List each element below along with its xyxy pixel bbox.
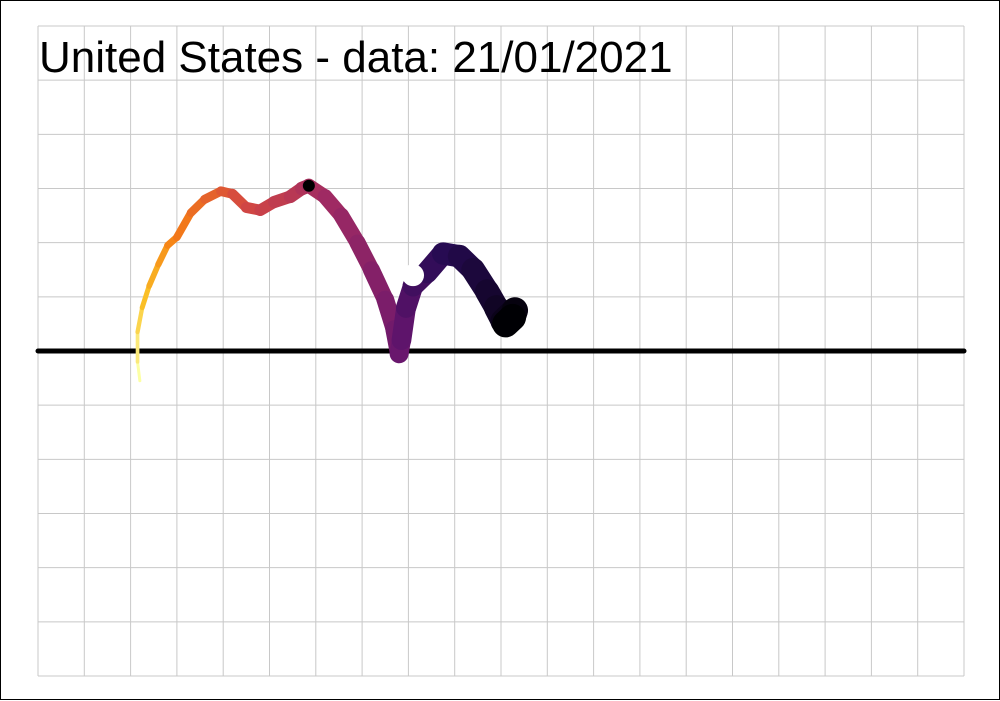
series-segment <box>155 242 171 268</box>
series-segment <box>146 261 162 289</box>
chart-title: United States - data: 21/01/2021 <box>39 33 673 82</box>
series-segment <box>136 360 142 383</box>
series-segment <box>139 283 152 311</box>
series-trajectory <box>135 178 529 383</box>
series-segment <box>173 209 195 242</box>
marker-point <box>302 179 315 192</box>
markers <box>302 179 425 287</box>
series-segment <box>492 303 527 338</box>
series-segment <box>135 305 145 335</box>
marker-point <box>402 264 425 287</box>
